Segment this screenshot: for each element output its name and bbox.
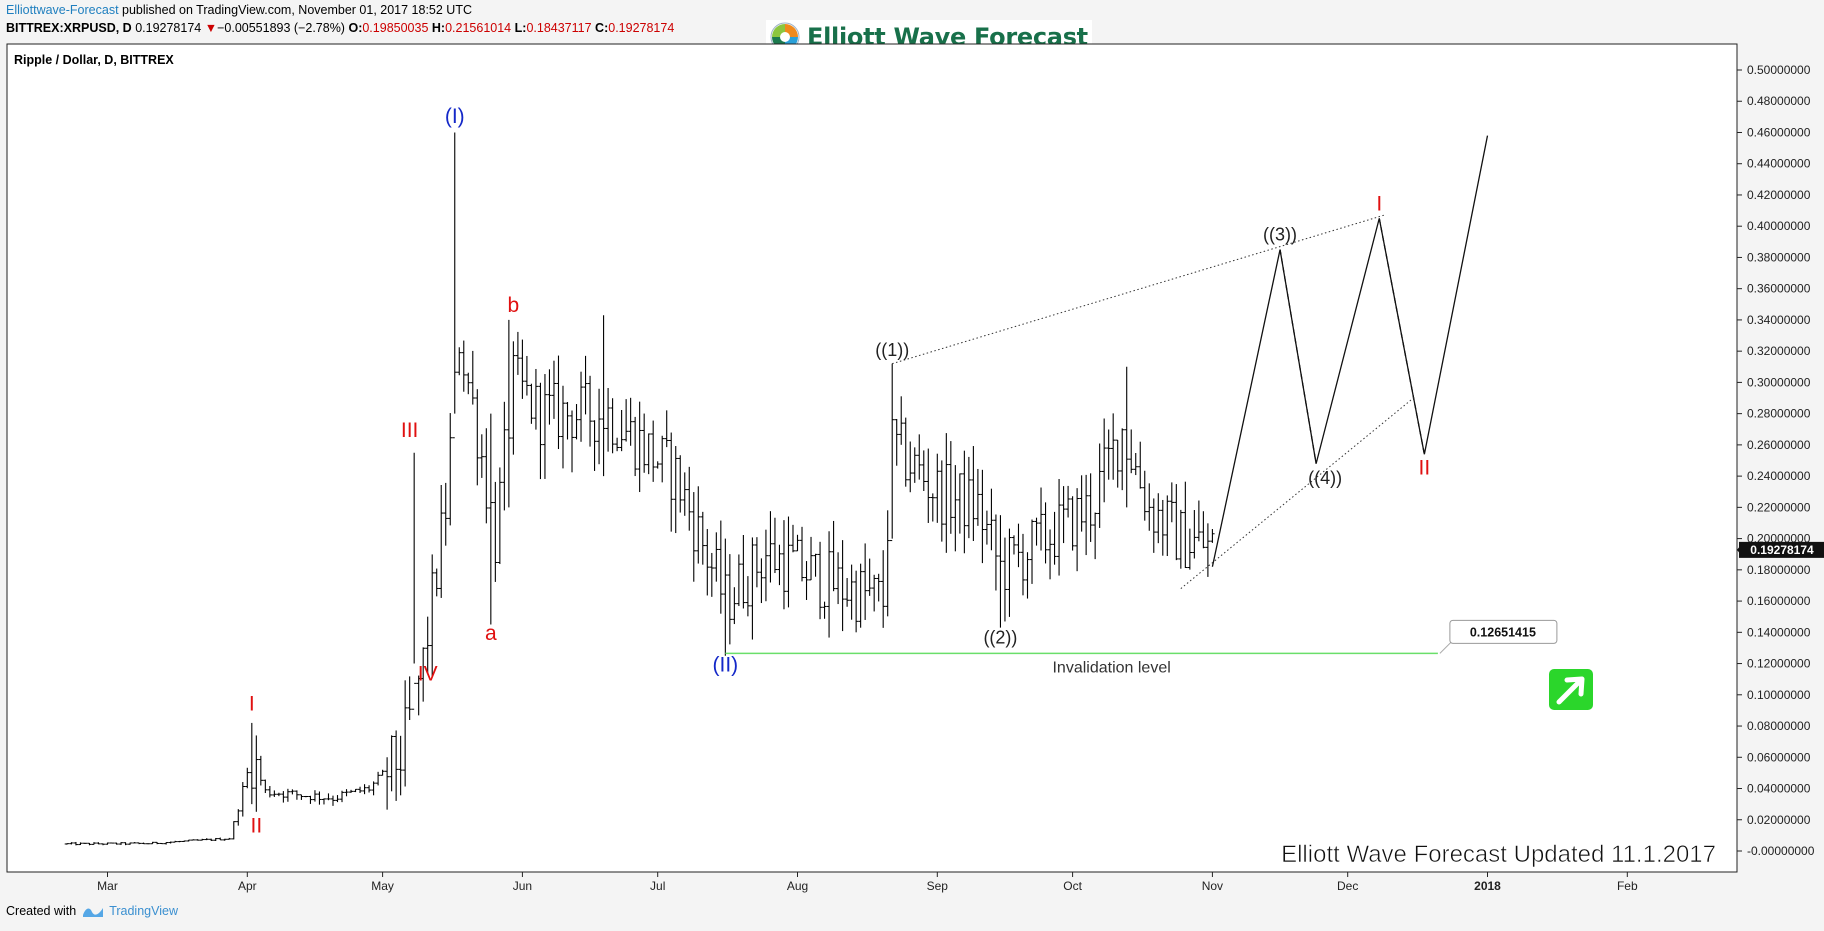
invalidation-level: Invalidation level 0.12651415 bbox=[725, 619, 1558, 676]
last-price: 0.19278174 bbox=[135, 21, 202, 35]
wave-label: (I) bbox=[445, 105, 465, 128]
y-tick-label: 0.30000000 bbox=[1747, 375, 1811, 389]
price-change: −0.00551893 (−2.78%) bbox=[217, 21, 345, 35]
x-tick-label: Sep bbox=[927, 879, 949, 893]
ohlc-bars bbox=[64, 132, 1215, 846]
low-label: L: bbox=[514, 21, 527, 35]
projection-dashed-leg bbox=[1279, 249, 1317, 464]
y-tick-label: 0.44000000 bbox=[1747, 157, 1811, 171]
wave-label: III bbox=[401, 419, 419, 442]
projection-path bbox=[1211, 135, 1489, 567]
x-tick-label: Apr bbox=[238, 879, 257, 893]
channel-line bbox=[892, 214, 1384, 365]
close-label: C: bbox=[595, 21, 609, 35]
current-price-label: 0.19278174 bbox=[1750, 543, 1814, 557]
y-tick-label: 0.12000000 bbox=[1747, 657, 1811, 671]
y-tick-label: 0.50000000 bbox=[1747, 63, 1811, 77]
x-tick-label: 2018 bbox=[1474, 879, 1501, 893]
y-tick-label: 0.22000000 bbox=[1747, 500, 1811, 514]
symbol-ohlc-line: BITTREX:XRPUSD, D 0.19278174 ▼−0.0055189… bbox=[6, 21, 674, 35]
wave-label: ((4)) bbox=[1308, 468, 1342, 488]
close-value: 0.19278174 bbox=[608, 21, 675, 35]
up-arrow-badge bbox=[1549, 669, 1593, 710]
publisher-link[interactable]: Elliottwave-Forecast bbox=[6, 3, 119, 17]
x-tick-label: Mar bbox=[97, 879, 118, 893]
chart-title: Ripple / Dollar, D, BITTREX bbox=[14, 53, 174, 67]
x-tick-label: Jul bbox=[650, 879, 665, 893]
y-tick-label: 0.02000000 bbox=[1747, 813, 1811, 827]
tradingview-label: TradingView bbox=[109, 904, 178, 918]
y-tick-label: 0.34000000 bbox=[1747, 313, 1811, 327]
x-tick-label: Jun bbox=[513, 879, 532, 893]
x-tick-label: Nov bbox=[1202, 879, 1223, 893]
watermark-text: Elliott Wave Forecast Updated 11.1.2017 bbox=[1281, 841, 1716, 868]
channel-line bbox=[1180, 396, 1416, 589]
y-tick-label: 0.46000000 bbox=[1747, 125, 1811, 139]
high-label: H: bbox=[431, 21, 446, 35]
footer: Created with TradingView bbox=[6, 904, 178, 918]
current-price-box bbox=[1739, 541, 1824, 558]
y-tick-label: 0.16000000 bbox=[1747, 594, 1811, 608]
high-value: 0.21561014 bbox=[445, 21, 512, 35]
y-tick-label: 0.42000000 bbox=[1747, 188, 1811, 202]
current-price-pointer bbox=[1737, 544, 1741, 555]
x-tick-label: May bbox=[371, 879, 394, 893]
current-price-marker: 0.19278174 bbox=[1737, 541, 1824, 558]
open-value: 0.19850035 bbox=[362, 21, 429, 35]
open-label: O: bbox=[348, 21, 363, 35]
low-value: 0.18437117 bbox=[526, 21, 592, 35]
wave-label: IV bbox=[418, 663, 438, 686]
published-line: Elliottwave-Forecast published on Tradin… bbox=[6, 3, 472, 17]
y-tick-label: 0.06000000 bbox=[1747, 750, 1811, 764]
wave-label: ((3)) bbox=[1263, 224, 1297, 244]
x-tick-label: Oct bbox=[1063, 879, 1082, 893]
wave-projection bbox=[892, 135, 1489, 589]
tradingview-link[interactable]: TradingView bbox=[82, 904, 178, 918]
y-tick-label: 0.38000000 bbox=[1747, 250, 1811, 264]
y-tick-label: 0.48000000 bbox=[1747, 94, 1811, 108]
invalidation-value: 0.12651415 bbox=[1470, 625, 1536, 639]
y-axis: 0.50000000 0.48000000 0.46000000 0.44000000… bbox=[1737, 63, 1815, 858]
y-tick-label: -0.00000000 bbox=[1747, 844, 1815, 858]
wave-label: II bbox=[250, 814, 262, 837]
y-tick-label: 0.14000000 bbox=[1747, 625, 1811, 639]
y-tick-label: 0.26000000 bbox=[1747, 438, 1811, 452]
wave-label: b bbox=[508, 294, 520, 317]
y-tick-label: 0.08000000 bbox=[1747, 719, 1811, 733]
wave-label: a bbox=[485, 622, 497, 645]
x-tick-label: Feb bbox=[1617, 879, 1638, 893]
tradingview-logo-icon bbox=[83, 908, 104, 917]
y-tick-label: 0.40000000 bbox=[1747, 219, 1811, 233]
y-tick-label: 0.10000000 bbox=[1747, 688, 1811, 702]
y-tick-label: 0.04000000 bbox=[1747, 782, 1811, 796]
published-text: published on TradingView.com, November 0… bbox=[118, 3, 472, 17]
x-tick-label: Aug bbox=[787, 879, 808, 893]
wave-label: ((2)) bbox=[983, 627, 1017, 647]
y-tick-label: 0.28000000 bbox=[1747, 407, 1811, 421]
y-tick-label: 0.18000000 bbox=[1747, 563, 1811, 577]
wave-label: ((1)) bbox=[875, 340, 909, 360]
y-tick-label: 0.36000000 bbox=[1747, 282, 1811, 296]
up-right-arrow-icon bbox=[1556, 676, 1585, 705]
created-with-text: Created with bbox=[6, 904, 77, 918]
wave-label: (II) bbox=[713, 653, 739, 676]
x-axis: Mar Apr May Jun Jul Aug Sep Oct Nov Dec 2018 Feb bbox=[97, 872, 1638, 893]
invalidation-text: Invalidation level bbox=[1052, 659, 1170, 676]
symbol-label: BITTREX:XRPUSD, D bbox=[6, 21, 132, 35]
y-tick-label: 0.32000000 bbox=[1747, 344, 1811, 358]
projection-dashed-leg bbox=[1378, 218, 1426, 455]
wave-label: I bbox=[1376, 193, 1382, 216]
y-tick-label: 0.24000000 bbox=[1747, 469, 1811, 483]
x-tick-label: Dec bbox=[1337, 879, 1358, 893]
wave-label: II bbox=[1419, 457, 1431, 480]
chart-pane[interactable] bbox=[6, 43, 1738, 873]
triangle-down-icon: ▼ bbox=[204, 21, 218, 35]
wave-label: I bbox=[249, 692, 255, 715]
invalidation-callout-box bbox=[1449, 619, 1558, 644]
